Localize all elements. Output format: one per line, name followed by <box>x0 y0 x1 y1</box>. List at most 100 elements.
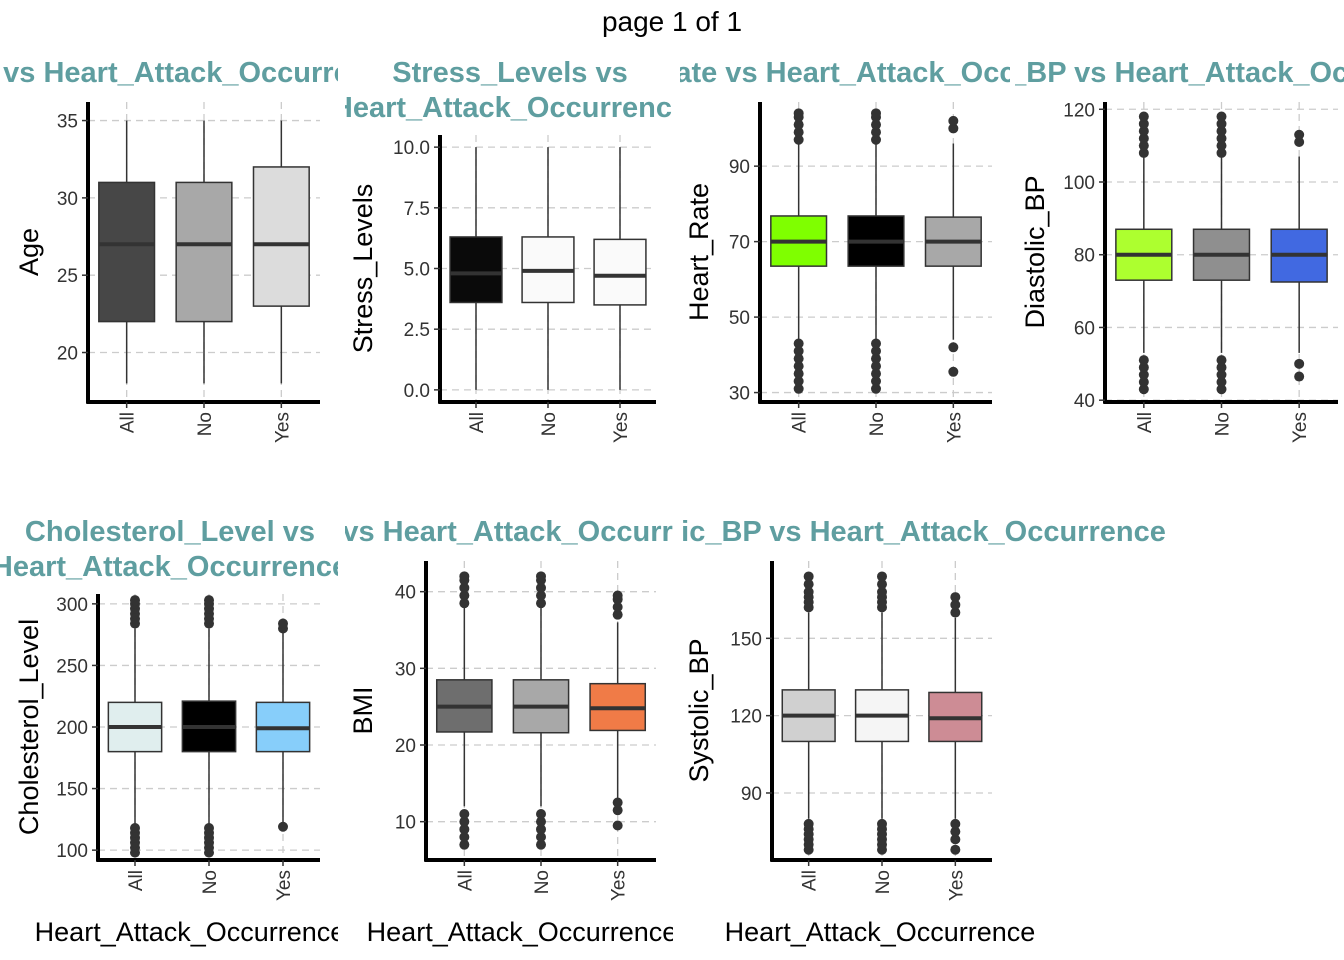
outlier-point <box>950 592 961 603</box>
chart-title: Age vs Heart_Attack_Occurrence <box>0 57 400 89</box>
outlier-point <box>877 818 887 829</box>
outlier-point <box>1138 355 1149 366</box>
outlier-point <box>871 127 881 138</box>
x-tick-label: Yes <box>609 870 630 901</box>
chart-title: BMI vs Heart_Attack_Occurrence <box>281 516 739 548</box>
x-axis-label: Heart_Attack_Occurrence <box>725 917 1036 947</box>
outlier-point <box>950 607 961 618</box>
outlier-point <box>459 824 470 835</box>
outlier-point <box>871 368 881 379</box>
x-tick-label: Yes <box>274 870 295 901</box>
chart-panel-4: Diastolic_BP vs Heart_Attack_Occurrence 4… <box>1015 57 1344 488</box>
outlier-point <box>793 376 804 387</box>
outlier-point <box>871 338 881 349</box>
y-tick-label: 120 <box>1063 100 1095 121</box>
outlier-point <box>1138 126 1149 137</box>
x-tick-label: Yes <box>1290 412 1311 443</box>
outlier-point <box>612 609 623 620</box>
box-no <box>175 181 233 323</box>
outlier-point <box>1294 358 1305 369</box>
chart-panel-7: Systolic_BP vs Heart_Attack_Occurrence 90… <box>680 516 1166 947</box>
x-tick-label: Yes <box>611 412 632 443</box>
y-tick-label: 7.5 <box>404 199 430 220</box>
y-tick-label: 90 <box>741 784 762 805</box>
y-axis-label: Systolic_BP <box>684 638 714 782</box>
chart-panel-1: Age vs Heart_Attack_Occurrence 20 25 30 35 Al… <box>0 57 400 488</box>
outlier-point <box>612 820 623 831</box>
x-tick-label: No <box>200 870 221 894</box>
outlier-point <box>1138 118 1149 129</box>
outlier-point <box>536 571 546 582</box>
outlier-point <box>950 599 961 610</box>
y-axis-label: Age <box>14 228 44 276</box>
box-all <box>98 181 156 323</box>
outlier-point <box>459 839 470 850</box>
x-axis-label: Heart_Attack_Occurrence <box>31 458 342 488</box>
outlier-point <box>1216 126 1227 137</box>
x-tick-label: No <box>867 412 888 436</box>
outlier-point <box>612 805 623 816</box>
outlier-point <box>1216 111 1227 122</box>
outlier-point <box>1216 118 1227 129</box>
outlier-point <box>278 821 288 832</box>
outlier-point <box>871 119 881 130</box>
x-tick-label: No <box>532 870 553 894</box>
outlier-point <box>793 346 804 357</box>
outlier-point <box>1294 129 1305 140</box>
x-tick-label: Yes <box>272 412 293 443</box>
outlier-point <box>612 797 623 808</box>
x-axis-label: Heart_Attack_Occurrence <box>371 458 682 488</box>
x-axis-label: Heart_Attack_Occurrence <box>35 917 346 947</box>
x-tick-label: All <box>118 412 139 433</box>
x-axis-label: Heart_Attack_Occurrence <box>1041 458 1344 488</box>
outlier-point <box>793 361 804 372</box>
y-tick-label: 150 <box>730 629 762 650</box>
chart-title: Heart_Rate vs Heart_Attack_Occurrence <box>564 57 1122 89</box>
outlier-point <box>536 590 546 601</box>
x-tick-label: All <box>467 412 488 433</box>
outlier-point <box>877 586 887 597</box>
outlier-point <box>1216 369 1227 380</box>
y-tick-label: 300 <box>56 595 88 616</box>
outlier-point <box>871 376 881 387</box>
y-tick-label: 70 <box>729 233 750 254</box>
outlier-point <box>130 595 140 606</box>
y-tick-label: 35 <box>57 112 78 133</box>
x-tick-label: All <box>800 870 821 891</box>
x-tick-label: No <box>873 870 894 894</box>
outlier-point <box>803 571 814 582</box>
y-tick-label: 100 <box>1063 173 1095 194</box>
outlier-point <box>793 134 804 145</box>
y-tick-label: 30 <box>395 659 416 680</box>
y-tick-label: 100 <box>56 841 88 862</box>
outlier-point <box>948 366 959 377</box>
x-tick-label: Yes <box>944 412 965 443</box>
outlier-point <box>793 127 804 138</box>
page-title: page 1 of 1 <box>601 6 743 37</box>
outlier-point <box>793 383 804 394</box>
outlier-point <box>871 134 881 145</box>
outlier-point <box>612 602 623 612</box>
outlier-point <box>1138 362 1149 373</box>
outlier-point <box>278 618 288 629</box>
x-tick-label: All <box>126 870 147 891</box>
outlier-point <box>1138 111 1149 122</box>
outlier-point <box>459 590 470 601</box>
y-tick-label: 10.0 <box>393 138 430 159</box>
outlier-point <box>871 346 881 357</box>
outlier-point <box>950 844 961 855</box>
outlier-point <box>948 123 959 134</box>
outlier-point <box>536 809 546 819</box>
outlier-point <box>803 586 814 597</box>
outlier-point <box>1216 133 1227 144</box>
outlier-point <box>1138 377 1149 387</box>
chart-title: Cholesterol_Level vs Heart_Attack_Occurre… <box>0 516 348 583</box>
y-tick-label: 40 <box>1074 391 1095 412</box>
outlier-point <box>793 338 804 349</box>
outlier-point <box>948 342 959 353</box>
chart-title: Stress_Levels vs Heart_Attack_Occurrence <box>332 57 688 124</box>
outlier-point <box>793 119 804 130</box>
y-axis-label: Cholesterol_Level <box>14 619 44 835</box>
y-tick-label: 120 <box>730 707 762 728</box>
